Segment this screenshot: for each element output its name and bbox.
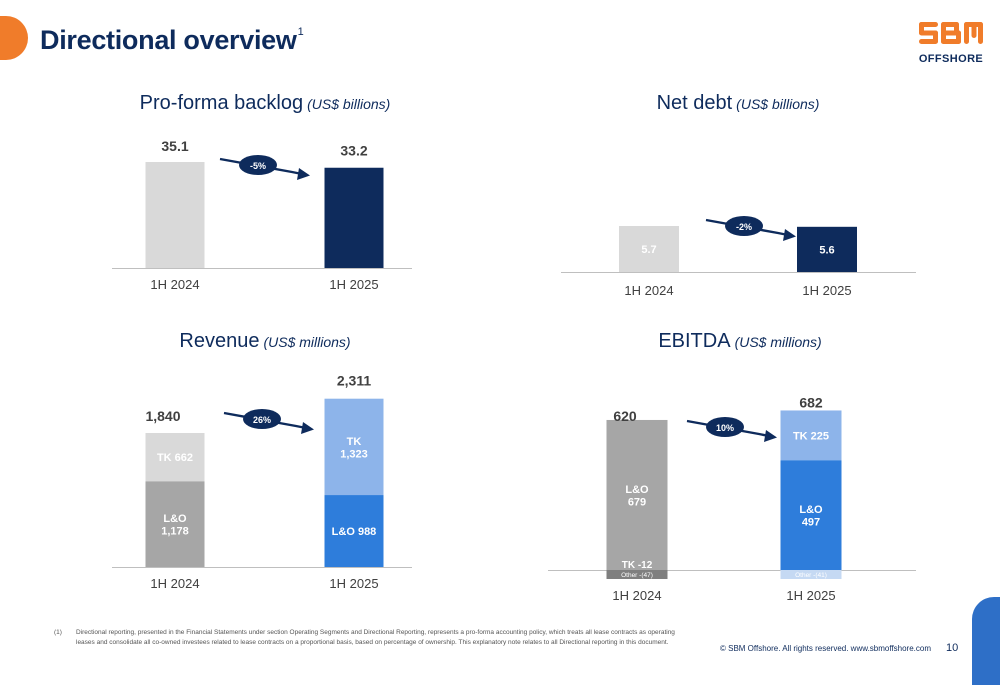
revenue-change-badge	[243, 409, 281, 429]
ebitda-stack-1-label-1: TK 225	[793, 430, 829, 442]
netdebt-change-arrowhead	[783, 229, 796, 241]
page-tab	[972, 597, 1000, 685]
revenue-stack-1-label-0: L&O 988	[332, 526, 377, 538]
netdebt-change-badge	[725, 216, 763, 236]
ebitda-stack-1-label-0: L&O 497	[799, 504, 823, 529]
revenue-stack-0-segment-0	[145, 481, 205, 567]
backlog-bar-0	[145, 162, 205, 268]
page-title-text: Directional overview	[40, 25, 297, 55]
backlog-value-label-0: 35.1	[161, 138, 188, 154]
ebitda-unit: (US$ millions)	[734, 334, 822, 350]
revenue-category-label-1: 1H 2025	[329, 576, 378, 591]
revenue-stack-1-segment-1	[324, 398, 384, 496]
ebitda-stack-1-segment-1	[780, 410, 842, 461]
logo-letter-b	[941, 22, 961, 44]
revenue-change-label: 26%	[253, 415, 271, 425]
ebitda-stack-0-label-0: L&O 679	[625, 484, 649, 509]
backlog-change-indicator	[219, 155, 310, 180]
revenue-stack-0-label-0: L&O 1,178	[161, 513, 189, 538]
backlog-chart-title: Pro-forma backlog (US$ billions)	[140, 92, 391, 115]
revenue-total-label-1: 2,311	[337, 373, 371, 389]
netdebt-chart	[561, 226, 916, 273]
page-title: Directional overview1	[40, 18, 304, 58]
logo-letter-m	[964, 22, 983, 44]
backlog-title-text: Pro-forma backlog	[139, 92, 304, 114]
netdebt-bar-0	[619, 226, 679, 272]
revenue-chart-title: Revenue (US$ millions)	[179, 330, 350, 353]
page-number: 10	[946, 642, 959, 654]
backlog-change-badge	[239, 155, 277, 175]
revenue-change-arrowhead	[301, 422, 314, 434]
copyright-text: © SBM Offshore. All rights reserved. www…	[720, 644, 932, 653]
revenue-stack-1-segment-0	[324, 495, 384, 567]
title-footnote-mark: 1	[297, 26, 304, 38]
netdebt-category-label-1: 1H 2025	[802, 283, 851, 298]
ebitda-category-label-0: 1H 2024	[612, 588, 661, 603]
ebitda-stack-0-label-2: Other -(47)	[621, 572, 653, 579]
netdebt-value-label-0: 5.7	[641, 244, 656, 256]
revenue-total-label-0: 1,840	[145, 408, 180, 424]
netdebt-bar-1	[797, 226, 857, 272]
revenue-stack-0-segment-1	[145, 433, 205, 482]
ebitda-stack-0-segment-2	[606, 570, 668, 579]
ebitda-chart	[548, 410, 916, 579]
ebitda-stack-1-segment-0	[780, 460, 842, 570]
backlog-bar-1	[324, 167, 384, 268]
footnote-mark: (1)	[54, 629, 62, 636]
ebitda-title-text: EBITDA	[658, 330, 731, 352]
sbm-logo-mark	[919, 22, 983, 44]
company-logo: OFFSHORE	[918, 20, 984, 65]
revenue-category-label-0: 1H 2024	[150, 576, 199, 591]
revenue-change-indicator	[223, 409, 314, 434]
ebitda-category-label-1: 1H 2025	[786, 588, 835, 603]
logo-letter-s	[919, 22, 938, 44]
logo-wordmark: OFFSHORE	[918, 53, 984, 65]
ebitda-change-badge	[706, 417, 744, 437]
netdebt-unit: (US$ billions)	[736, 96, 820, 112]
ebitda-total-label-1: 682	[799, 394, 823, 410]
revenue-unit: (US$ millions)	[263, 334, 351, 350]
revenue-chart	[112, 398, 412, 568]
ebitda-stack-1-segment-2	[780, 570, 842, 579]
ebitda-stack-0-label-1: TK -12	[622, 560, 653, 571]
netdebt-chart-title: Net debt (US$ billions)	[657, 92, 820, 115]
backlog-category-label-1: 1H 2025	[329, 277, 378, 292]
backlog-change-label: -5%	[250, 161, 266, 171]
ebitda-stack-0-segment-0	[606, 419, 668, 570]
footnote: (1) Directional reporting, presented in …	[54, 628, 694, 648]
revenue-title-text: Revenue	[179, 330, 260, 352]
backlog-change-arrowhead	[297, 168, 310, 180]
backlog-chart	[112, 162, 412, 269]
ebitda-chart-title: EBITDA (US$ millions)	[658, 330, 821, 353]
netdebt-change-label: -2%	[736, 222, 752, 232]
revenue-stack-1-label-1: TK 1,323	[340, 436, 368, 461]
backlog-category-label-0: 1H 2024	[150, 277, 199, 292]
ebitda-stack-1-label-2: Other -(41)	[795, 572, 827, 579]
netdebt-title-text: Net debt	[656, 92, 733, 114]
ebitda-change-arrowhead	[764, 430, 777, 442]
backlog-value-label-1: 33.2	[340, 143, 367, 159]
ebitda-change-label: 10%	[716, 423, 734, 433]
ebitda-change-indicator	[686, 417, 777, 442]
revenue-stack-0-label-1: TK 662	[157, 452, 193, 464]
backlog-unit: (US$ billions)	[307, 96, 391, 112]
netdebt-category-label-0: 1H 2024	[624, 283, 673, 298]
netdebt-change-indicator	[705, 216, 796, 241]
ebitda-total-label-0: 620	[613, 408, 637, 424]
footnote-text: Directional reporting, presented in the …	[76, 629, 675, 646]
netdebt-value-label-1: 5.6	[819, 244, 834, 256]
